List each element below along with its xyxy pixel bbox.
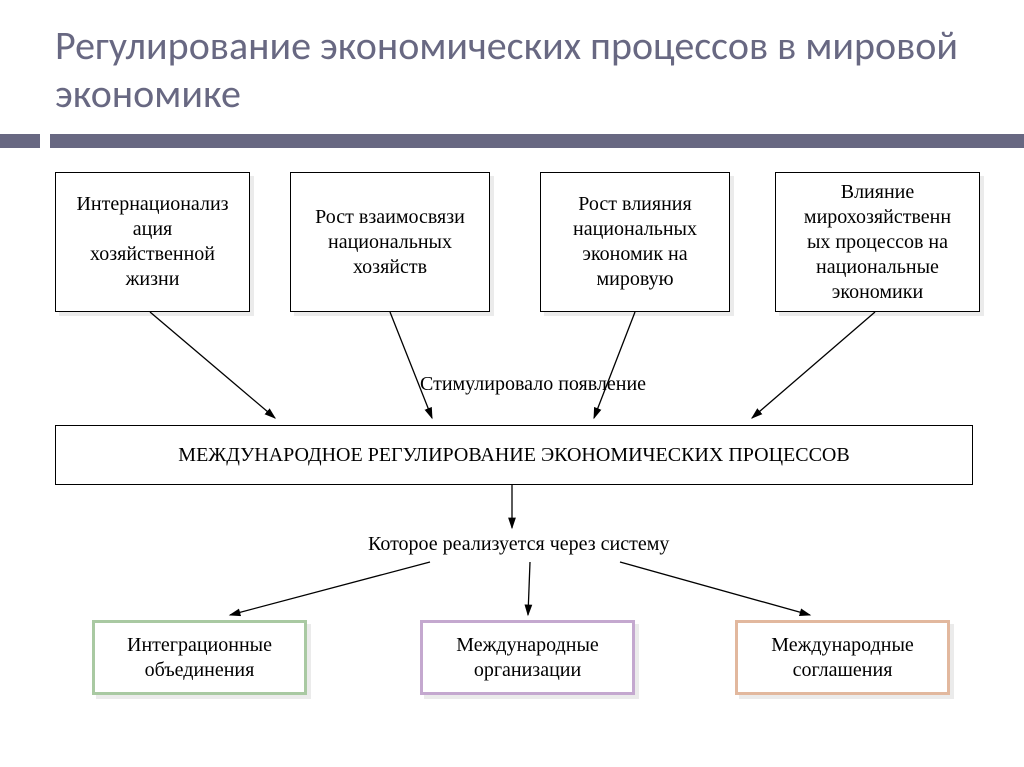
accent-bar-right [50, 134, 1024, 148]
box-text: Рост взаимосвязинациональныххозяйств [315, 205, 465, 280]
bottom-box-intl-agreements: Международныесоглашения [735, 620, 950, 695]
top-box-world-processes-influence: Влияниемирохозяйственных процессов нанац… [775, 172, 980, 312]
box-text: МЕЖДУНАРОДНОЕ РЕГУЛИРОВАНИЕ ЭКОНОМИЧЕСКИ… [178, 443, 849, 468]
realized-through-label: Которое реализуется через систему [368, 533, 669, 556]
bottom-box-intl-organizations: Международныеорганизации [420, 620, 635, 695]
page-title: Регулирование экономических процессов в … [55, 22, 1024, 118]
accent-bar-left [0, 134, 40, 148]
box-text: Интернационализацияхозяйственнойжизни [76, 192, 228, 292]
box-text: Рост влияниянациональныхэкономик намиров… [573, 192, 697, 292]
mid-box-international-regulation: МЕЖДУНАРОДНОЕ РЕГУЛИРОВАНИЕ ЭКОНОМИЧЕСКИ… [55, 425, 973, 485]
top-box-internationalization: Интернационализацияхозяйственнойжизни [55, 172, 250, 312]
box-text: Международныесоглашения [771, 633, 914, 683]
bottom-box-integration: Интеграционныеобъединения [92, 620, 307, 695]
top-box-national-influence: Рост влияниянациональныхэкономик намиров… [540, 172, 730, 312]
top-box-interconnection-growth: Рост взаимосвязинациональныххозяйств [290, 172, 490, 312]
stimulated-label: Стимулировало появление [420, 373, 646, 396]
box-text: Влияниемирохозяйственных процессов нанац… [804, 180, 951, 305]
title-accent-bars [0, 134, 1024, 148]
box-text: Интеграционныеобъединения [127, 633, 272, 683]
box-text: Международныеорганизации [456, 633, 599, 683]
